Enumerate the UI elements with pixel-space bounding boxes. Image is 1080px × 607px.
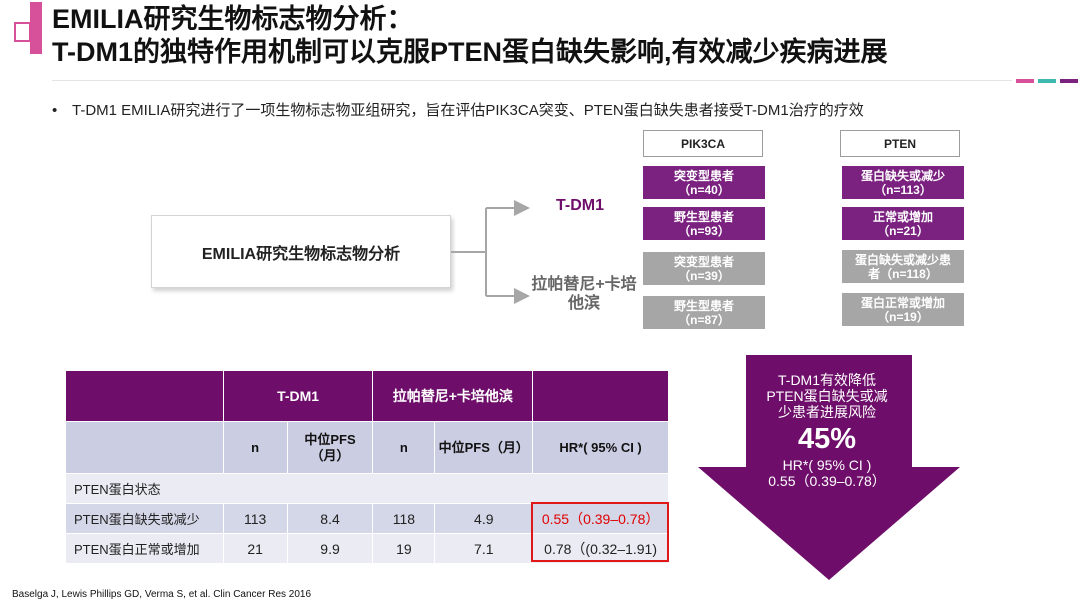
pfs-results-table: T-DM1 拉帕替尼+卡培他滨 n 中位PFS （月） n 中位PFS（月） H… bbox=[65, 370, 669, 564]
purple-stripe bbox=[1060, 79, 1078, 83]
group-header-lapatinib: 拉帕替尼+卡培他滨 bbox=[372, 370, 534, 422]
pten-header: PTEN bbox=[840, 130, 960, 157]
column-header-hr: HR*( 95% CI ) bbox=[532, 421, 669, 474]
pik3ca-wildtype-lap: 野生型患者 （n=87） bbox=[643, 296, 765, 329]
pill-label: 蛋白缺失或减少患 bbox=[854, 252, 951, 267]
table-group-header-row: T-DM1 拉帕替尼+卡培他滨 bbox=[65, 370, 669, 422]
table-header-blank bbox=[532, 370, 669, 422]
pten-loss-tdm1: 蛋白缺失或减少 （n=113） bbox=[842, 166, 964, 199]
pill-n: （n=93） bbox=[678, 223, 730, 238]
title-accent-bar bbox=[30, 2, 42, 54]
title-line-1: EMILIA研究生物标志物分析： bbox=[52, 4, 414, 34]
callout-text: T-DM1有效降低 PTEN蛋白缺失或减 少患者进展风险 45% HR*( 95… bbox=[744, 372, 910, 489]
reference-footnote: Baselga J, Lewis Phillips GD, Verma S, e… bbox=[12, 589, 312, 600]
column-header-pfs-tdm1: 中位PFS （月） bbox=[286, 421, 374, 474]
branch-lap-line2: 他滨 bbox=[567, 295, 600, 312]
teal-stripe bbox=[1038, 79, 1056, 83]
cell-n-tdm1: 21 bbox=[222, 533, 288, 564]
bullet-dot-icon: • bbox=[52, 102, 58, 119]
cell-pfs-lap: 4.9 bbox=[434, 503, 534, 534]
down-arrow-callout bbox=[698, 355, 960, 580]
cell-pfs-tdm1: 9.9 bbox=[286, 533, 374, 564]
branch-lapatinib-label: 拉帕替尼+卡培 他滨 bbox=[526, 275, 642, 313]
column-header-blank bbox=[65, 421, 224, 474]
pill-label: 蛋白缺失或减少 bbox=[860, 168, 945, 183]
pik3ca-header: PIK3CA bbox=[643, 130, 763, 157]
cell-n-tdm1: 113 bbox=[222, 503, 288, 534]
cell-pfs-tdm1: 8.4 bbox=[286, 503, 374, 534]
branch-tdm1-label: T-DM1 bbox=[556, 197, 604, 214]
column-header-n-tdm1: n bbox=[222, 421, 288, 474]
root-label: EMILIA研究生物标志物分析 bbox=[201, 245, 401, 263]
cell-n-lap: 19 bbox=[372, 533, 436, 564]
pik3ca-wildtype-tdm1: 野生型患者 （n=93） bbox=[643, 207, 765, 240]
callout-hr-value: 0.55（0.39–0.78） bbox=[768, 473, 886, 489]
pfs-line1: 中位PFS bbox=[304, 431, 356, 447]
pink-stripe bbox=[1016, 79, 1034, 83]
pill-label: 正常或增加 bbox=[872, 209, 933, 224]
pill-n: 者（n=118） bbox=[868, 266, 938, 281]
square-outline-icon bbox=[14, 22, 31, 42]
branch-lap-line1: 拉帕替尼+卡培 bbox=[531, 276, 637, 293]
pill-label: 突变型患者 bbox=[673, 168, 734, 183]
pill-n: （n=87） bbox=[678, 312, 730, 327]
column-header-n-lap: n bbox=[372, 421, 436, 474]
table-section-row: PTEN蛋白状态 bbox=[65, 473, 669, 504]
row-label: PTEN蛋白缺失或减少 bbox=[65, 503, 224, 534]
callout-percent: 45% bbox=[797, 423, 857, 455]
pill-n: （n=19） bbox=[877, 309, 929, 324]
title-divider bbox=[52, 80, 1012, 81]
table-column-header-row: n 中位PFS （月） n 中位PFS（月） HR*( 95% CI ) bbox=[65, 421, 669, 474]
pill-n: （n=113） bbox=[874, 182, 932, 197]
pill-n: （n=40） bbox=[678, 182, 730, 197]
pten-loss-lap: 蛋白缺失或减少患 者（n=118） bbox=[842, 250, 964, 283]
pik3ca-mutant-tdm1: 突变型患者 （n=40） bbox=[643, 166, 765, 199]
table-row: PTEN蛋白正常或增加 21 9.9 19 7.1 0.78（(0.32–1.9… bbox=[65, 533, 669, 564]
pten-normal-lap: 蛋白正常或增加 （n=19） bbox=[842, 293, 964, 326]
pik3ca-mutant-lap: 突变型患者 （n=39） bbox=[643, 252, 765, 285]
pill-n: （n=39） bbox=[678, 268, 730, 283]
title-line-2: T-DM1的独特作用机制可以克服PTEN蛋白缺失影响,有效减少疾病进展 bbox=[52, 37, 888, 67]
corner-decoration bbox=[1016, 79, 1078, 83]
cell-pfs-lap: 7.1 bbox=[434, 533, 534, 564]
intro-bullet: • T-DM1 EMILIA研究进行了一项生物标志物亚组研究，旨在评估PIK3CA… bbox=[52, 99, 864, 120]
callout-line3: 少患者进展风险 bbox=[778, 404, 876, 420]
column-header-pfs-lap: 中位PFS（月） bbox=[434, 421, 534, 474]
cell-n-lap: 118 bbox=[372, 503, 436, 534]
group-header-tdm1: T-DM1 bbox=[222, 370, 374, 422]
page-title: EMILIA研究生物标志物分析： T-DM1的独特作用机制可以克服PTEN蛋白缺… bbox=[52, 3, 888, 69]
pfs-line2: （月） bbox=[310, 447, 350, 463]
callout-line2: PTEN蛋白缺失或减 bbox=[766, 388, 888, 404]
pill-n: （n=21） bbox=[877, 223, 929, 238]
row-label: PTEN蛋白正常或增加 bbox=[65, 533, 224, 564]
callout-line1: T-DM1有效降低 bbox=[778, 372, 876, 388]
callout-hr-label: HR*( 95% CI ) bbox=[782, 457, 872, 473]
table-header-blank bbox=[65, 370, 224, 422]
cell-hr: 0.78（(0.32–1.91) bbox=[532, 533, 669, 564]
pill-label: 蛋白正常或增加 bbox=[860, 295, 945, 310]
bullet-text: T-DM1 EMILIA研究进行了一项生物标志物亚组研究，旨在评估PIK3CA突… bbox=[72, 102, 864, 119]
cell-hr: 0.55（0.39–0.78） bbox=[532, 503, 669, 534]
section-label: PTEN蛋白状态 bbox=[65, 473, 669, 504]
pill-label: 野生型患者 bbox=[673, 209, 734, 224]
emilia-root-box: EMILIA研究生物标志物分析 bbox=[151, 215, 451, 288]
pill-label: 突变型患者 bbox=[673, 254, 734, 269]
pten-normal-tdm1: 正常或增加 （n=21） bbox=[842, 207, 964, 240]
table-row: PTEN蛋白缺失或减少 113 8.4 118 4.9 0.55（0.39–0.… bbox=[65, 503, 669, 534]
pill-label: 野生型患者 bbox=[673, 298, 734, 313]
